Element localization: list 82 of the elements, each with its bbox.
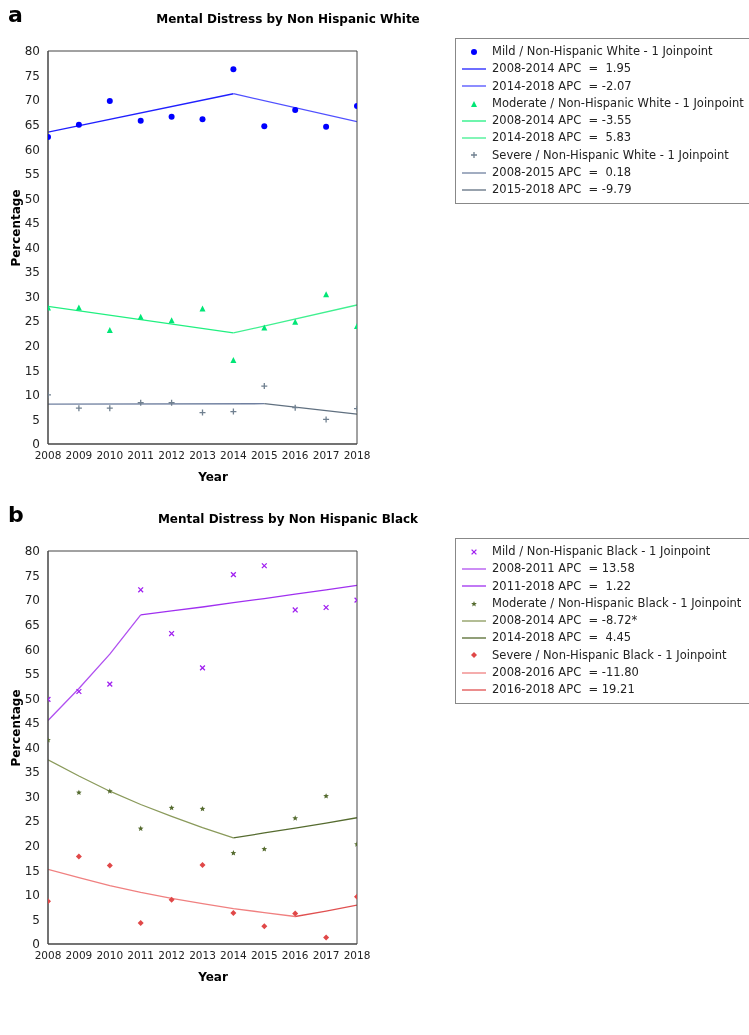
y-axis-title: Percentage [9,189,23,267]
y-tick-label: 65 [24,617,40,632]
y-tick-label: 65 [24,117,40,132]
legend-label: 2014-2018 APC = 5.83 [492,129,632,147]
legend-label: 2014-2018 APC = -2.07 [492,77,632,95]
y-tick-label: 50 [24,191,40,206]
x-tick-label: 2018 [343,949,371,962]
legend-label: 2008-2014 APC = 1.95 [492,60,632,78]
y-tick-label: 40 [24,240,40,255]
y-tick-label: 0 [32,937,40,952]
x-tick-label: 2016 [281,949,309,962]
legend-label: Severe / Non-Hispanic White - 1 Joinpoint [492,146,729,164]
legend-label: 2008-2011 APC = 13.58 [492,560,635,578]
y-tick-label: 0 [32,437,40,452]
y-tick-label: 20 [24,339,40,354]
y-tick-label: 40 [24,740,40,755]
x-tick-label: 2009 [65,449,93,462]
legend-label: 2008-2015 APC = 0.18 [492,164,632,182]
x-tick-label: 2014 [220,449,248,462]
y-tick-label: 55 [24,167,40,182]
legend-label: Mild / Non-Hispanic White - 1 Joinpoint [492,43,713,60]
legend-label: Moderate / Non-Hispanic Black - 1 Joinpoint [492,594,742,612]
x-tick-label: 2013 [189,949,216,962]
y-tick-label: 70 [24,593,40,608]
y-tick-label: 30 [24,789,40,804]
y-tick-label: 75 [24,68,40,83]
x-tick-label: 2015 [250,949,278,962]
legend-label: 2011-2018 APC = 1.22 [492,577,632,595]
x-tick-label: 2009 [65,949,93,962]
y-tick-label: 10 [24,388,40,403]
x-tick-label: 2015 [250,449,278,462]
x-tick-label: 2011 [127,449,155,462]
y-tick-label: 30 [24,289,40,304]
y-tick-label: 80 [24,544,40,559]
y-tick-label: 60 [24,642,40,657]
x-tick-label: 2008 [34,949,62,962]
x-tick-label: 2017 [312,949,340,962]
text: b [8,502,24,527]
x-tick-label: 2010 [96,949,124,962]
x-tick-label: 2017 [312,449,340,462]
y-tick-label: 50 [24,691,40,706]
x-tick-label: 2018 [343,449,371,462]
y-tick-label: 35 [24,765,40,780]
legend-label: 2008-2014 APC = -8.72* [492,612,638,630]
y-tick-label: 35 [24,265,40,280]
x-tick-label: 2010 [96,449,124,462]
x-tick-label: 2013 [189,449,216,462]
x-tick-label: 2011 [127,949,155,962]
y-tick-label: 5 [32,412,40,427]
x-tick-label: 2012 [158,949,185,962]
y-tick-label: 15 [24,363,40,378]
y-tick-label: 70 [24,93,40,108]
legend-label: 2014-2018 APC = 4.45 [492,629,632,647]
y-tick-label: 60 [24,142,40,157]
y-tick-label: 55 [24,667,40,682]
legend-label: Mild / Non-Hispanic Black - 1 Joinpoint [492,543,711,560]
y-tick-label: 45 [24,716,40,731]
y-tick-label: 45 [24,216,40,231]
y-tick-label: 25 [24,314,40,329]
y-tick-label: 10 [24,888,40,903]
legend-label: 2016-2018 APC = 19.21 [492,681,635,699]
legend-label: 2008-2016 APC = -11.80 [492,664,639,682]
y-tick-label: 5 [32,912,40,927]
x-tick-label: 2014 [220,949,248,962]
chart-title: Mental Distress by Non Hispanic Black [157,512,419,526]
y-axis-title: Percentage [9,689,23,767]
legend-label: 2008-2014 APC = -3.55 [492,112,632,130]
y-tick-label: 15 [24,863,40,878]
x-tick-label: 2016 [281,449,309,462]
legend-label: 2015-2018 APC = -9.79 [492,181,632,199]
chart-title: Mental Distress by Non Hispanic White [156,12,420,26]
y-tick-label: 80 [24,44,40,59]
y-tick-label: 20 [24,839,40,854]
legend-label: Moderate / Non-Hispanic White - 1 Joinpoint [492,94,744,112]
x-axis-title: Year [197,470,229,484]
x-tick-label: 2012 [158,449,185,462]
y-tick-label: 25 [24,814,40,829]
x-tick-label: 2008 [34,449,62,462]
text: a [8,2,23,27]
y-tick-label: 75 [24,568,40,583]
legend-label: Severe / Non-Hispanic Black - 1 Joinpoint [492,646,727,664]
x-axis-title: Year [197,970,229,984]
